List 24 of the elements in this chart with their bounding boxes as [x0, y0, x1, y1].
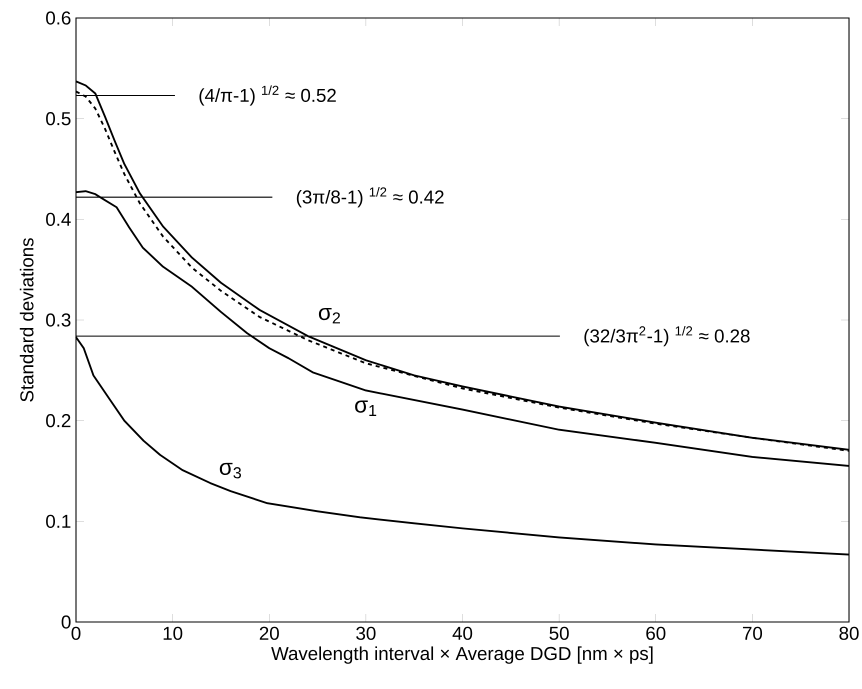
x-tick-label: 20: [260, 626, 279, 640]
x-axis-title: Wavelength interval × Average DGD [nm × ps]: [271, 646, 653, 664]
series-label: σ$_{2}$: [318, 308, 340, 324]
y-tick-label: 0: [62, 615, 71, 629]
y-tick-label: 0.2: [46, 414, 70, 428]
series-label: σ$_{3}$: [220, 462, 241, 478]
y-tick-label: 0.6: [46, 11, 70, 25]
series-label: σ$_{1}$: [355, 400, 376, 416]
y-axis-title: Standard deviations: [20, 238, 34, 402]
ref-line-label: (32/3π$^{2}$-1) $^{1/2}$ ≈ 0.28: [584, 326, 750, 346]
x-tick-label: 50: [550, 626, 569, 640]
x-tick-label: 0: [72, 626, 80, 640]
y-tick-label: 0.5: [46, 112, 71, 126]
ref-line-label: (4/π-1) $^{1/2}$ ≈ 0.52: [199, 85, 336, 106]
x-tick-label: 80: [839, 626, 859, 640]
x-tick-label: 60: [646, 626, 666, 640]
ref-line-label: (3π/8-1) $^{1/2}$ ≈ 0.42: [296, 187, 444, 208]
x-tick-label: 30: [356, 626, 376, 640]
x-tick-label: 40: [452, 626, 472, 640]
y-tick-label: 0.4: [46, 212, 71, 226]
x-tick-label: 70: [742, 626, 762, 640]
y-tick-label: 0.1: [46, 514, 70, 528]
y-tick-label: 0.3: [46, 313, 70, 327]
x-tick-label: 10: [164, 626, 182, 640]
